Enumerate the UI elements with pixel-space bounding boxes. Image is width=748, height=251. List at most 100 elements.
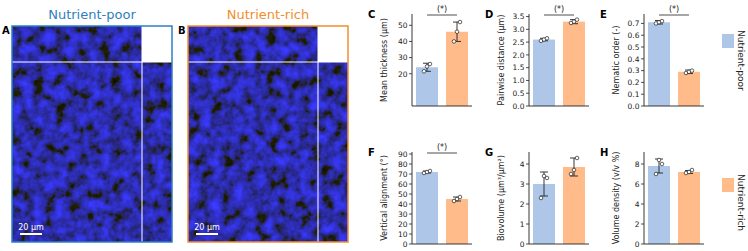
y-tick-label: 10 bbox=[398, 230, 408, 239]
micrograph bbox=[12, 26, 172, 242]
legend-label: Nutrient-poor bbox=[736, 30, 746, 91]
bar bbox=[446, 199, 468, 244]
x-axis-line bbox=[412, 244, 472, 245]
y-axis-label: Vertical alignment (°) bbox=[380, 155, 389, 241]
replicate-point bbox=[572, 168, 576, 172]
panel-label: C bbox=[368, 9, 375, 20]
error-cap bbox=[540, 172, 548, 173]
y-tick-label: 3.0 bbox=[513, 25, 525, 34]
legend-swatch bbox=[722, 178, 734, 192]
legend-swatch bbox=[722, 34, 734, 48]
significance-bracket bbox=[427, 153, 457, 154]
panel-label: A bbox=[2, 25, 10, 36]
panel-label: H bbox=[600, 147, 608, 158]
chart: HVolume density (v/v %)02468 bbox=[600, 147, 704, 249]
y-tick-label: 2.5 bbox=[513, 38, 525, 47]
y-tick-label: 0.1 bbox=[628, 90, 640, 99]
replicate-point bbox=[660, 19, 664, 23]
significance-label: (*) bbox=[554, 5, 564, 14]
chart: ENematic order (-)0.00.10.20.30.40.50.60… bbox=[600, 5, 704, 111]
image-title: Nutrient-rich bbox=[227, 7, 309, 22]
legend-entry: Nutrient-rich bbox=[722, 174, 746, 231]
x-axis-line bbox=[529, 106, 589, 107]
ortho-line bbox=[142, 26, 143, 242]
chart: CMean thickness (µm)20304050(*) bbox=[368, 5, 472, 106]
bar bbox=[648, 166, 670, 244]
y-tick-label: 0 bbox=[403, 240, 408, 249]
chart: DPairwise distance (µm)0.00.51.01.52.02.… bbox=[485, 5, 589, 111]
x-axis-line bbox=[644, 106, 704, 107]
replicate-point bbox=[458, 20, 462, 24]
x-axis-line bbox=[412, 106, 472, 107]
replicate-point bbox=[422, 69, 426, 73]
replicate-point bbox=[428, 169, 432, 173]
y-axis-line bbox=[529, 14, 530, 106]
bar bbox=[678, 72, 700, 106]
error-bar bbox=[655, 159, 663, 173]
bar bbox=[533, 40, 555, 106]
x-axis-line bbox=[529, 244, 589, 245]
chart: FVertical alignment (°)01020304050607080… bbox=[368, 143, 472, 249]
bar bbox=[678, 172, 700, 244]
scale-bar bbox=[196, 233, 218, 235]
y-tick-label: 3 bbox=[520, 180, 525, 189]
chart: GBiovolume (µm³/µm²)01234 bbox=[485, 147, 589, 249]
y-tick-label: 1.0 bbox=[513, 76, 525, 85]
y-tick-label: 70 bbox=[398, 170, 408, 179]
significance-bracket bbox=[659, 15, 689, 16]
y-tick-label: 60 bbox=[398, 180, 408, 189]
y-tick-label: 0.0 bbox=[513, 102, 525, 111]
ortho-corner bbox=[318, 26, 348, 62]
replicate-point bbox=[545, 176, 549, 180]
y-tick-label: 0.2 bbox=[628, 78, 640, 87]
replicate-point bbox=[569, 172, 573, 176]
replicate-point bbox=[657, 158, 661, 162]
panel-label: D bbox=[485, 9, 493, 20]
significance-bracket bbox=[427, 15, 457, 16]
y-axis-line bbox=[644, 152, 645, 244]
legend-entry: Nutrient-poor bbox=[722, 30, 746, 91]
replicate-point bbox=[690, 69, 694, 73]
image-frame bbox=[12, 26, 172, 242]
y-tick-label: 20 bbox=[398, 70, 408, 79]
scale-bar-label: 20 µm bbox=[194, 223, 220, 232]
ortho-line bbox=[188, 62, 348, 63]
y-tick-label: 1 bbox=[520, 220, 525, 229]
marks bbox=[648, 158, 700, 244]
y-tick-label: 40 bbox=[398, 200, 408, 209]
significance-label: (*) bbox=[437, 5, 447, 14]
y-tick-label: 2.0 bbox=[513, 51, 525, 60]
bar bbox=[416, 172, 438, 244]
y-tick-label: 4 bbox=[635, 200, 640, 209]
panel-label: F bbox=[368, 147, 375, 158]
replicate-point bbox=[545, 36, 549, 40]
y-axis-line bbox=[529, 152, 530, 244]
replicate-point bbox=[428, 62, 432, 66]
y-axis-line bbox=[412, 152, 413, 244]
marks bbox=[416, 20, 468, 106]
y-tick-label: 8 bbox=[635, 160, 640, 169]
replicate-point bbox=[575, 156, 579, 160]
bar bbox=[446, 32, 468, 106]
marks bbox=[648, 19, 700, 106]
panel-label: E bbox=[600, 9, 607, 20]
scale-bar bbox=[20, 233, 42, 235]
y-tick-label: 30 bbox=[398, 53, 408, 62]
y-tick-label: 0 bbox=[520, 240, 525, 249]
y-tick-label: 20 bbox=[398, 220, 408, 229]
y-tick-label: 4 bbox=[520, 160, 525, 169]
y-tick-label: 6 bbox=[635, 180, 640, 189]
y-tick-label: 0.7 bbox=[628, 19, 640, 28]
y-tick-label: 30 bbox=[398, 210, 408, 219]
y-axis-line bbox=[412, 14, 413, 106]
y-tick-label: 0.3 bbox=[628, 66, 640, 75]
panel-label: G bbox=[485, 147, 493, 158]
y-tick-label: 0.6 bbox=[628, 31, 640, 40]
error-bar bbox=[453, 22, 461, 41]
y-tick-label: 0.5 bbox=[513, 89, 525, 98]
significance-label: (*) bbox=[437, 143, 447, 152]
y-axis-label: Biovolume (µm³/µm²) bbox=[497, 155, 506, 241]
bar bbox=[648, 22, 670, 106]
marks bbox=[533, 18, 585, 106]
y-tick-label: 0.5 bbox=[628, 43, 640, 52]
